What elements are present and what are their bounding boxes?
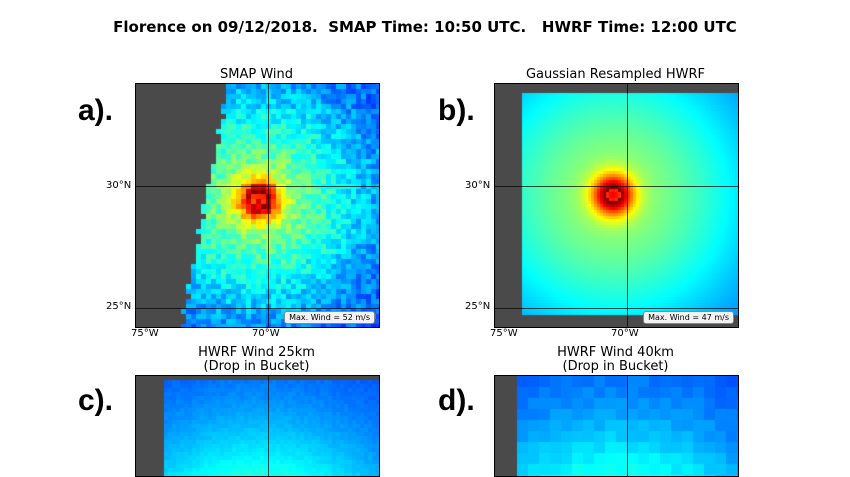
panel-a-title: SMAP Wind	[219, 67, 293, 82]
hwrf-40km-map	[494, 375, 739, 477]
max-wind-badge: Max. Wind = 47 m/s	[643, 311, 734, 324]
panel-c-title: HWRF Wind 25km	[198, 345, 315, 360]
lon-label-70w: 70°W	[611, 328, 639, 339]
hwrf-25km-map	[135, 375, 380, 477]
figure-title: Florence on 09/12/2018. SMAP Time: 10:50…	[113, 18, 737, 36]
panel-b-title: Gaussian Resampled HWRF	[525, 67, 705, 82]
lon-label-75w: 75°W	[131, 328, 159, 339]
gridline-30n	[495, 186, 738, 187]
gaussian-hwrf-map: Max. Wind = 47 m/s	[494, 83, 739, 328]
gridline-70w	[268, 84, 269, 327]
panel-d-letter: d).	[438, 384, 475, 417]
panel-c-subtitle: (Drop in Bucket)	[203, 359, 310, 374]
lon-label-75w: 75°W	[490, 328, 518, 339]
gridline-70w	[627, 84, 628, 327]
lat-label-25n: 25°N	[465, 301, 491, 312]
gridline-25n	[495, 308, 738, 309]
gridline-70w	[627, 376, 628, 476]
panel-d-subtitle: (Drop in Bucket)	[562, 359, 669, 374]
gridline-70w	[268, 376, 269, 476]
panel-c-letter: c).	[78, 384, 114, 417]
lat-label-25n: 25°N	[106, 301, 132, 312]
lon-label-70w: 70°W	[252, 328, 280, 339]
lat-label-30n: 30°N	[465, 180, 491, 191]
max-wind-badge: Max. Wind = 52 m/s	[284, 311, 375, 324]
panel-d-title: HWRF Wind 40km	[557, 345, 674, 360]
gridline-25n	[136, 308, 379, 309]
smap-wind-map: Max. Wind = 52 m/s	[135, 83, 380, 328]
panel-b-letter: b).	[438, 94, 475, 127]
panel-a-letter: a).	[78, 94, 114, 127]
lat-label-30n: 30°N	[106, 180, 132, 191]
gridline-30n	[136, 186, 379, 187]
